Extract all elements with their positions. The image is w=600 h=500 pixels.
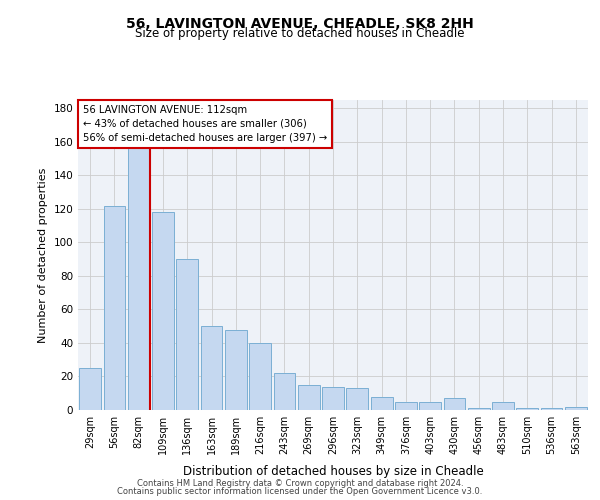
Bar [541, 408, 562, 410]
Bar [274, 373, 295, 410]
Bar [152, 212, 174, 410]
Text: Size of property relative to detached houses in Cheadle: Size of property relative to detached ho… [135, 28, 465, 40]
Bar [176, 259, 198, 410]
Bar [225, 330, 247, 410]
Bar [298, 385, 320, 410]
X-axis label: Distribution of detached houses by size in Cheadle: Distribution of detached houses by size … [182, 465, 484, 478]
Bar [565, 406, 587, 410]
Text: 56, LAVINGTON AVENUE, CHEADLE, SK8 2HH: 56, LAVINGTON AVENUE, CHEADLE, SK8 2HH [126, 18, 474, 32]
Bar [79, 368, 101, 410]
Bar [104, 206, 125, 410]
Bar [371, 396, 392, 410]
Text: 56 LAVINGTON AVENUE: 112sqm
← 43% of detached houses are smaller (306)
56% of se: 56 LAVINGTON AVENUE: 112sqm ← 43% of det… [83, 104, 328, 142]
Bar [517, 408, 538, 410]
Bar [419, 402, 441, 410]
Bar [346, 388, 368, 410]
Bar [395, 402, 417, 410]
Text: Contains public sector information licensed under the Open Government Licence v3: Contains public sector information licen… [118, 487, 482, 496]
Bar [200, 326, 223, 410]
Bar [249, 343, 271, 410]
Text: Contains HM Land Registry data © Crown copyright and database right 2024.: Contains HM Land Registry data © Crown c… [137, 478, 463, 488]
Bar [128, 137, 149, 410]
Y-axis label: Number of detached properties: Number of detached properties [38, 168, 48, 342]
Bar [443, 398, 466, 410]
Bar [492, 402, 514, 410]
Bar [468, 408, 490, 410]
Bar [322, 386, 344, 410]
